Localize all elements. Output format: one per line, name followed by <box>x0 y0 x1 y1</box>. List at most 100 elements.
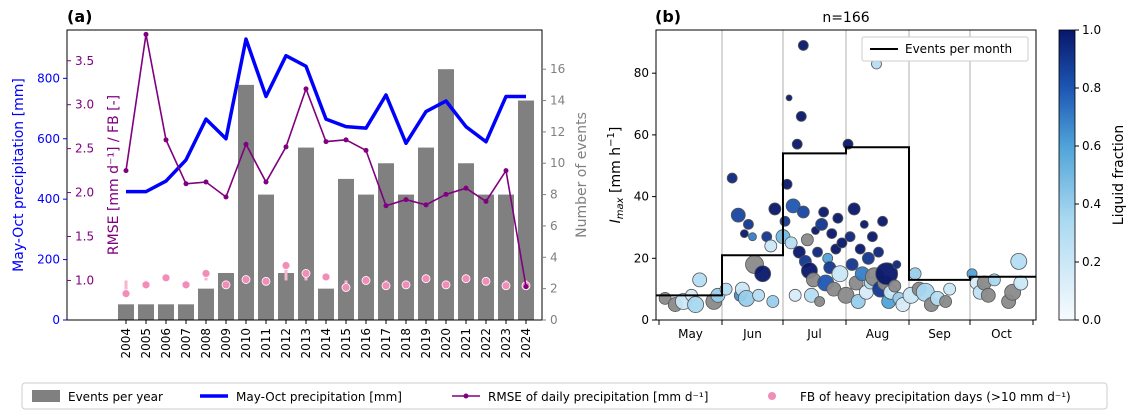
y-tick-label: 20 <box>634 251 649 265</box>
event-point <box>719 282 733 296</box>
x-axis-years: 2004 2005 2006 2007 2008 2009 2010 2011 2012 2013… <box>119 320 533 359</box>
fb-lollipops <box>121 261 531 299</box>
event-point <box>692 272 708 288</box>
fb-dot-2005 <box>141 280 151 290</box>
colorbar-tick-label: 0.6 <box>1082 139 1101 153</box>
event-point <box>748 232 757 242</box>
fb-dot-2013 <box>301 269 311 278</box>
event-point <box>943 282 957 296</box>
fb-dot-2019 <box>421 274 431 284</box>
rmse-point-2023 <box>503 168 509 174</box>
fb-dot-2022 <box>481 276 491 286</box>
bar-2015 <box>338 178 354 320</box>
x-tick-label: 2022 <box>479 328 493 359</box>
fb-dot-2017 <box>381 281 391 291</box>
x-tick-label: 2011 <box>259 328 273 359</box>
event-point <box>818 206 830 218</box>
x-tick-label: 2015 <box>339 328 353 359</box>
fb-dot-2015 <box>341 283 351 292</box>
right-tick-label: 14 <box>550 94 565 108</box>
middle-tick-label: 1.5 <box>75 230 94 244</box>
event-point <box>908 267 922 281</box>
rmse-point-2021 <box>463 185 469 191</box>
legend-label-bars: Events per year <box>68 390 163 404</box>
bar-2021 <box>458 163 474 320</box>
fb-dot-2010 <box>241 275 251 284</box>
event-point <box>844 231 856 243</box>
bar-2019 <box>418 147 434 320</box>
month-label: Jun <box>742 327 762 341</box>
event-point <box>800 233 814 247</box>
event-point <box>766 295 780 308</box>
event-point <box>796 205 810 219</box>
legend-label-precip: May-Oct precipitation [mm] <box>236 390 402 404</box>
right-tick-label: 8 <box>550 188 558 202</box>
bar-2007 <box>178 304 194 320</box>
rmse-point-2017 <box>383 203 389 209</box>
middle-tick-label: 2.5 <box>75 142 94 156</box>
rmse-point-2005 <box>143 31 149 37</box>
event-point <box>815 217 829 231</box>
bar-2014 <box>318 288 334 320</box>
panel-b-legend-box <box>861 36 1029 62</box>
rmse-point-2022 <box>483 198 489 204</box>
fb-dot-2008 <box>201 269 211 278</box>
events-per-year-bars <box>118 69 534 321</box>
right-axis-label: Number of events <box>574 112 590 238</box>
fb-dot-2011 <box>261 276 271 286</box>
events-per-month-step <box>656 146 1036 297</box>
bar-2016 <box>358 194 374 320</box>
rmse-point-2004 <box>123 168 129 174</box>
x-tick-label: 2006 <box>159 328 173 359</box>
event-point <box>987 273 1001 287</box>
middle-tick-label: 3.0 <box>75 98 94 112</box>
legend-swatch-bars <box>32 390 60 402</box>
event-point <box>812 246 823 258</box>
event-point <box>795 110 807 122</box>
left-axis: 0 200 400 600 800 <box>37 71 67 327</box>
right-tick-label: 0 <box>550 313 558 327</box>
bar-2006 <box>158 304 174 320</box>
bar-2022 <box>478 194 494 320</box>
x-tick-label: 2010 <box>239 328 253 359</box>
bar-2005 <box>138 304 154 320</box>
panel-b-y-axis: 0 20 40 60 80 <box>634 66 656 327</box>
event-point <box>754 265 772 283</box>
bar-2012 <box>278 272 294 320</box>
rmse-point-2012 <box>283 144 289 150</box>
panel-a-frame <box>66 29 543 321</box>
rmse-point-2014 <box>323 139 329 145</box>
bar-2013 <box>298 147 314 320</box>
event-point <box>939 295 952 308</box>
rmse-point-2016 <box>363 147 369 153</box>
event-point <box>826 228 838 240</box>
event-point <box>779 215 791 227</box>
x-tick-label: 2020 <box>439 328 453 359</box>
legend-box <box>21 382 1108 410</box>
rmse-point-2019 <box>423 202 429 208</box>
event-point <box>687 296 704 313</box>
event-point <box>831 265 849 283</box>
event-point <box>738 290 755 307</box>
fb-dot-2004 <box>121 289 131 299</box>
legend-swatch-fb <box>768 392 776 400</box>
panel-b: (b) n=166 0 20 40 60 80 May Jun Jul Aug Sep Oct I… <box>606 7 1127 341</box>
fb-dot-2007 <box>181 280 191 290</box>
bar-2004 <box>118 304 134 320</box>
fb-dot-2018 <box>401 280 411 290</box>
x-tick-label: 2016 <box>359 328 373 359</box>
right-tick-label: 12 <box>550 125 565 139</box>
x-tick-label: 2018 <box>399 328 413 359</box>
event-point <box>854 243 866 255</box>
event-point <box>739 229 749 239</box>
event-point <box>867 231 878 243</box>
rmse-point-2011 <box>263 179 269 185</box>
month-label: Jul <box>806 327 821 341</box>
event-point <box>892 260 902 269</box>
fb-dot-2012 <box>281 261 291 270</box>
month-label: May <box>678 327 703 341</box>
x-tick-label: 2023 <box>499 328 513 359</box>
fb-dot-2021 <box>461 274 471 284</box>
x-tick-label: 2007 <box>179 328 193 359</box>
event-point <box>873 246 884 258</box>
